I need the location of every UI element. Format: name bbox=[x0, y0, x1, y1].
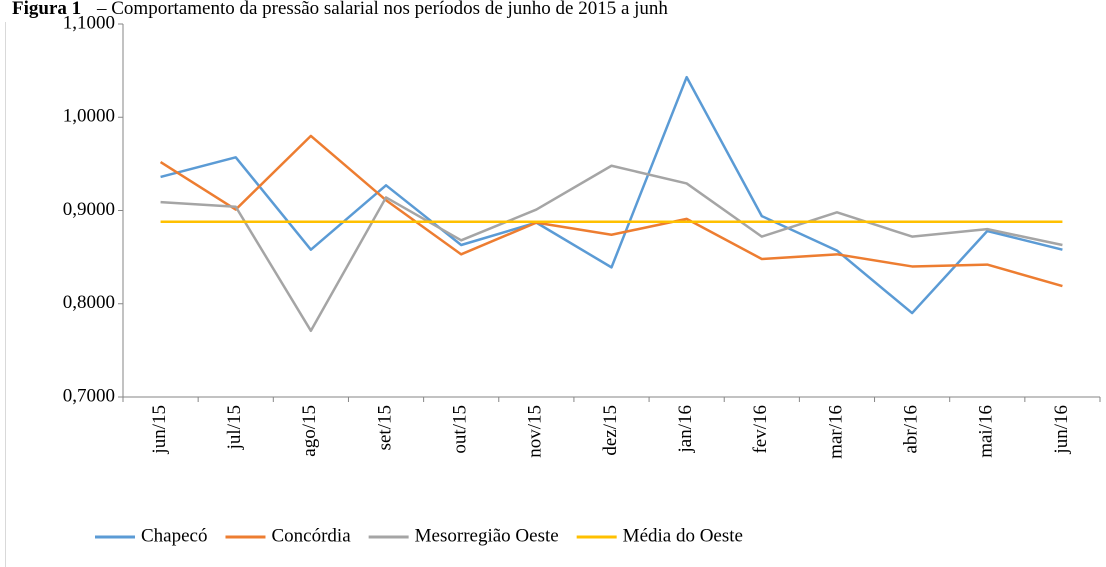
x-tick-label: jul/15 bbox=[224, 405, 245, 450]
y-tick-label: 0,7000 bbox=[63, 385, 115, 406]
legend-label: Média do Oeste bbox=[623, 525, 743, 546]
x-tick-label: nov/15 bbox=[525, 405, 546, 458]
legend-label: Mesorregião Oeste bbox=[415, 525, 559, 546]
chart-title: – Comportamento da pressão salarial nos … bbox=[96, 0, 668, 19]
x-tick-label: abr/16 bbox=[900, 405, 921, 454]
legend-label: Concórdia bbox=[271, 525, 351, 546]
y-tick-label: 1,0000 bbox=[63, 106, 115, 127]
x-tick-label: ago/15 bbox=[299, 405, 320, 457]
x-tick-label: jun/15 bbox=[149, 405, 170, 455]
y-tick-label: 1,1000 bbox=[63, 12, 115, 33]
legend-label: Chapecó bbox=[141, 525, 207, 546]
x-tick-label: dez/15 bbox=[600, 405, 621, 456]
x-tick-label: set/15 bbox=[374, 405, 395, 450]
y-tick-label: 0,8000 bbox=[63, 292, 115, 313]
x-tick-label: out/15 bbox=[450, 405, 471, 454]
legend: Chapecó Concórdia Mesorregião Oeste Média d… bbox=[95, 525, 743, 546]
x-tick-label: mai/16 bbox=[976, 405, 997, 458]
series-line bbox=[160, 164, 1063, 333]
x-tick-label: mar/16 bbox=[825, 405, 846, 459]
series-line bbox=[160, 75, 1063, 315]
x-tick-label: jan/16 bbox=[675, 405, 696, 454]
series-line bbox=[159, 134, 1063, 288]
y-tick-label: 0,9000 bbox=[63, 199, 115, 220]
figure-label: Figura 1 bbox=[12, 0, 81, 19]
x-tick-label: jun/16 bbox=[1051, 405, 1072, 455]
x-tick-label: fev/16 bbox=[750, 405, 771, 454]
